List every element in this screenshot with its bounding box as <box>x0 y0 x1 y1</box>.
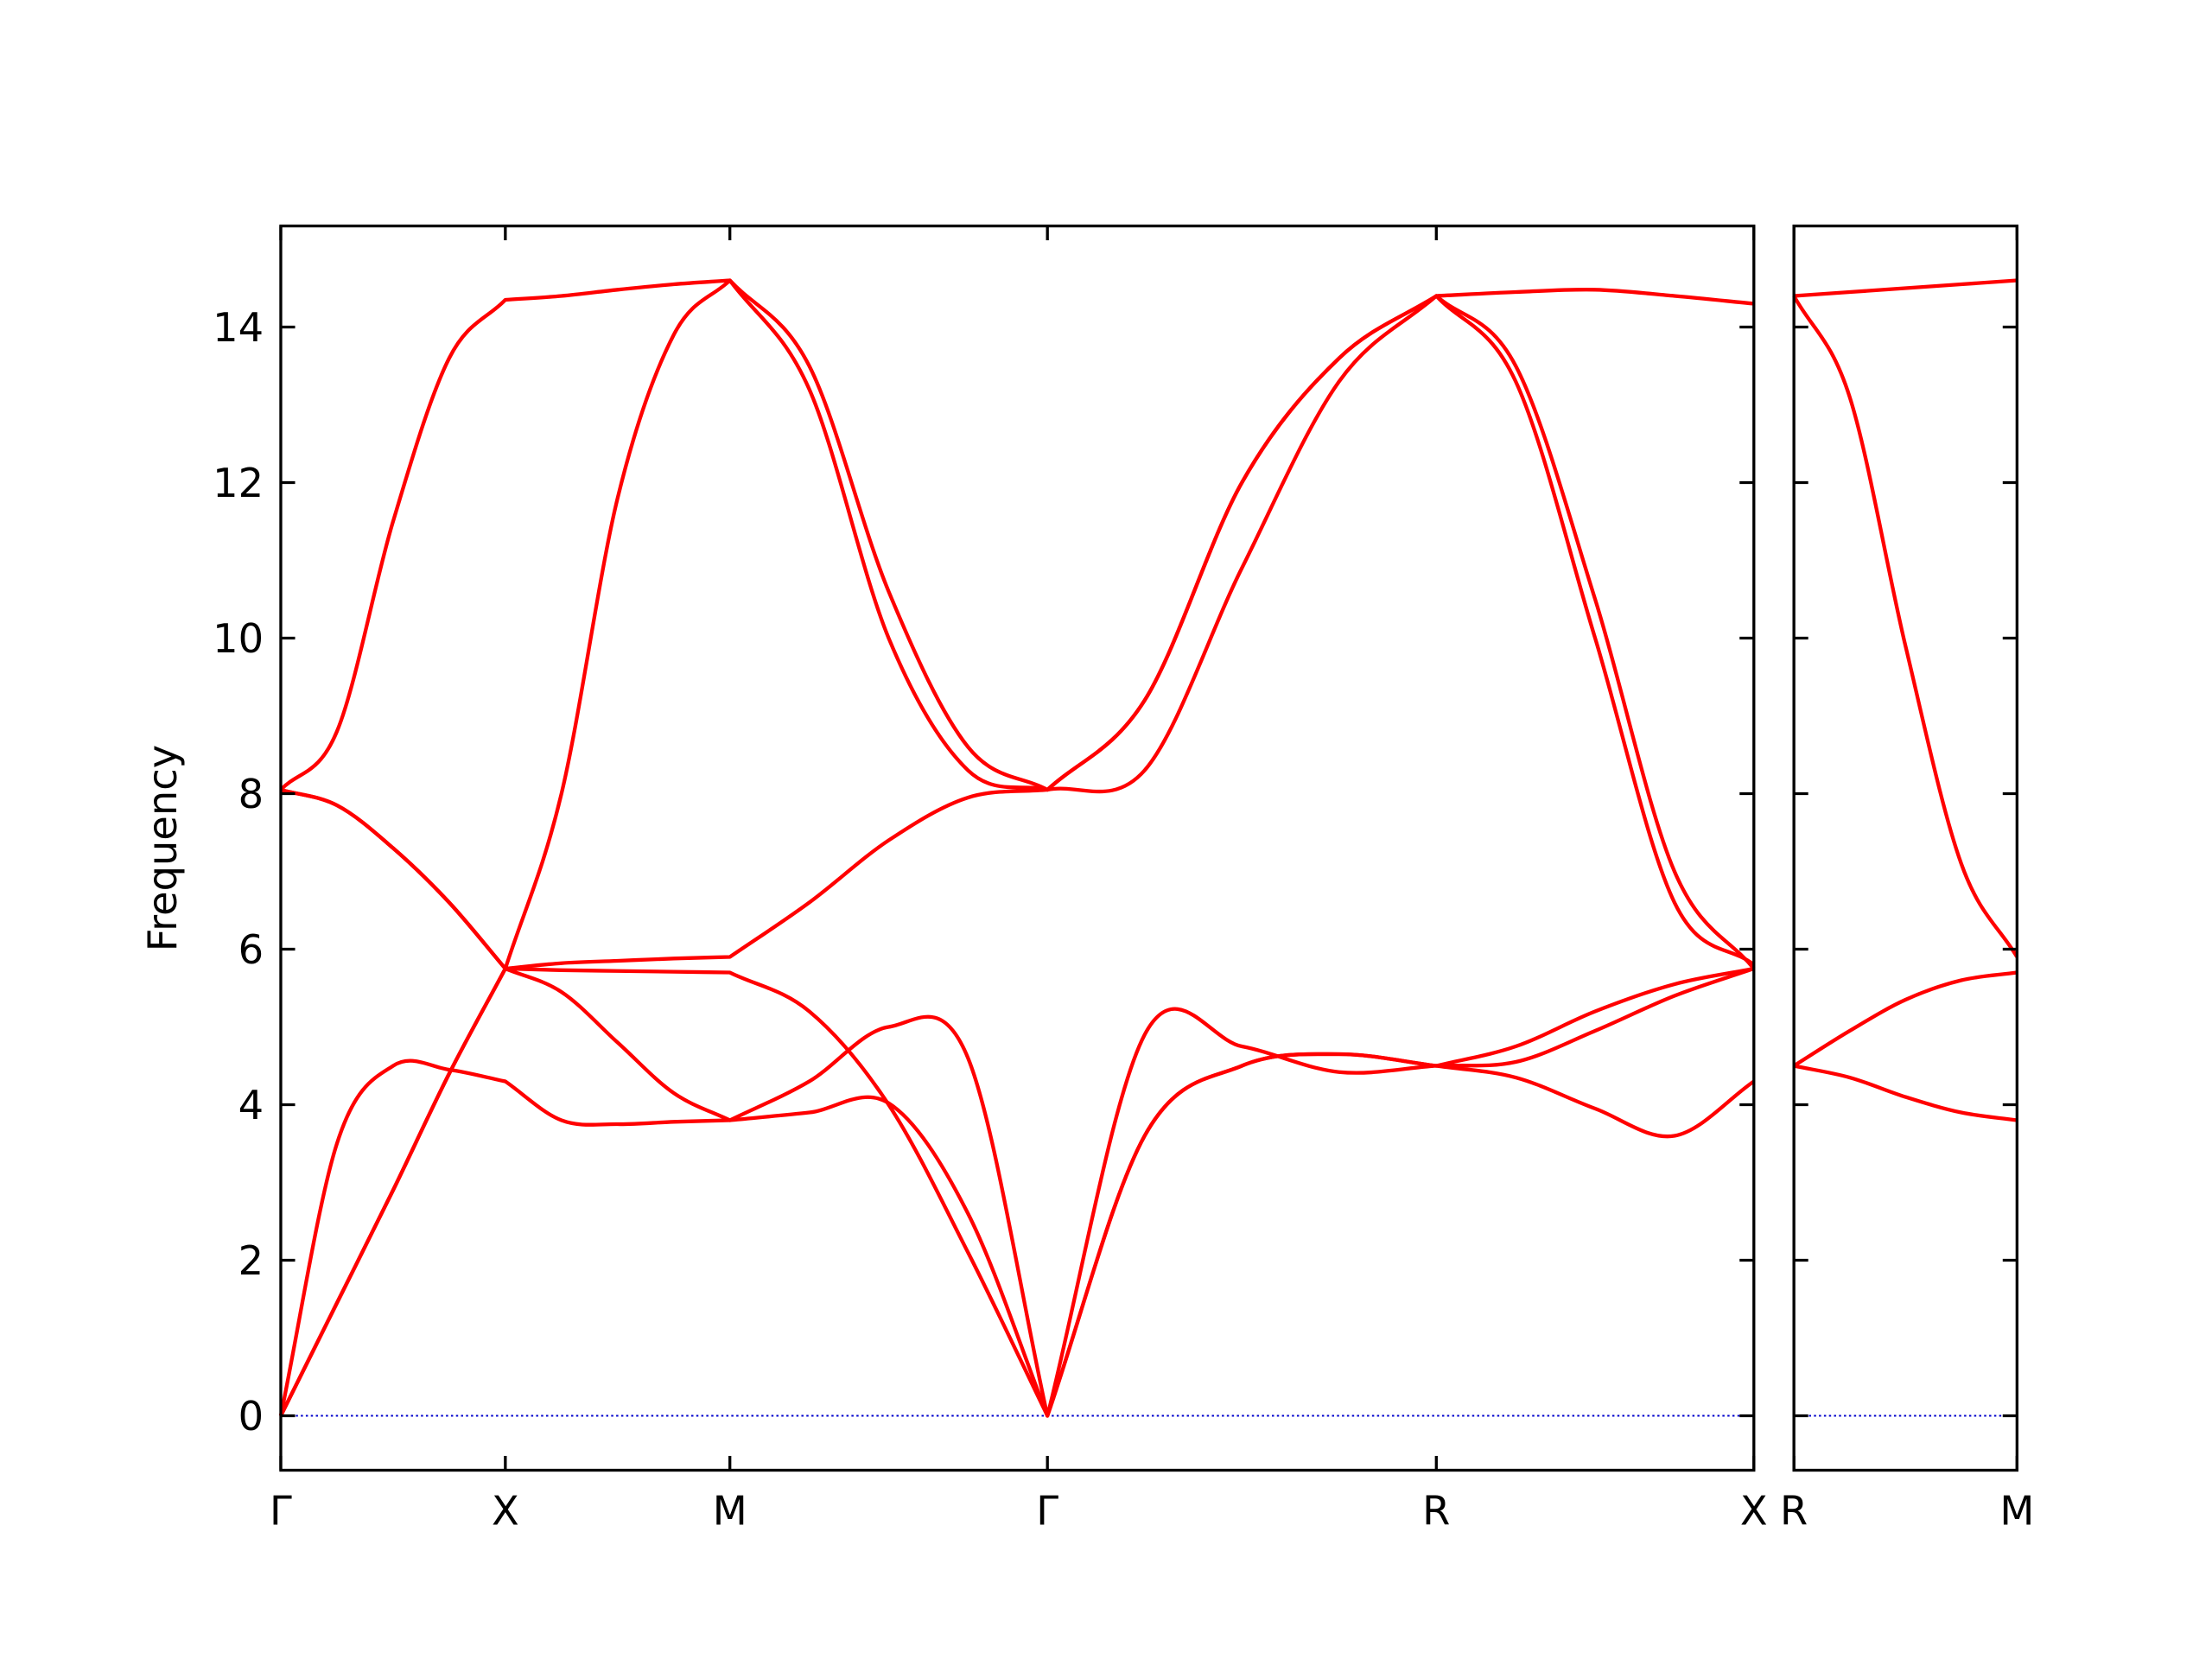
y-tick-label: 10 <box>213 615 264 662</box>
x-tick-label: Γ <box>1036 1487 1058 1534</box>
x-tick-label: R <box>1780 1487 1808 1534</box>
band-line <box>1793 278 2018 298</box>
y-tick-label: 6 <box>238 926 264 973</box>
band-line <box>1792 295 2019 958</box>
axes-frame <box>279 224 1756 1472</box>
y-tick-label: 4 <box>238 1082 264 1128</box>
x-tick-label: M <box>1999 1487 2034 1534</box>
x-tick-label: X <box>1740 1487 1768 1534</box>
band-line <box>280 787 1755 1418</box>
x-tick-label: Γ <box>270 1487 292 1534</box>
y-axis-label: Frequency <box>139 745 186 951</box>
x-tick-label: X <box>492 1487 519 1534</box>
axes-frame <box>1792 224 2019 1472</box>
y-tick-label: 14 <box>213 304 264 351</box>
y-tick-label: 0 <box>238 1393 264 1440</box>
band-line <box>1793 1064 2018 1122</box>
y-tick-label: 8 <box>238 771 264 817</box>
y-tick-label: 2 <box>238 1237 264 1284</box>
band-line <box>1792 970 2018 1068</box>
band-line <box>279 278 1755 792</box>
x-tick-label: R <box>1422 1487 1450 1534</box>
band-line <box>279 294 1756 1417</box>
x-tick-label: M <box>713 1487 747 1534</box>
y-tick-label: 12 <box>213 460 264 506</box>
